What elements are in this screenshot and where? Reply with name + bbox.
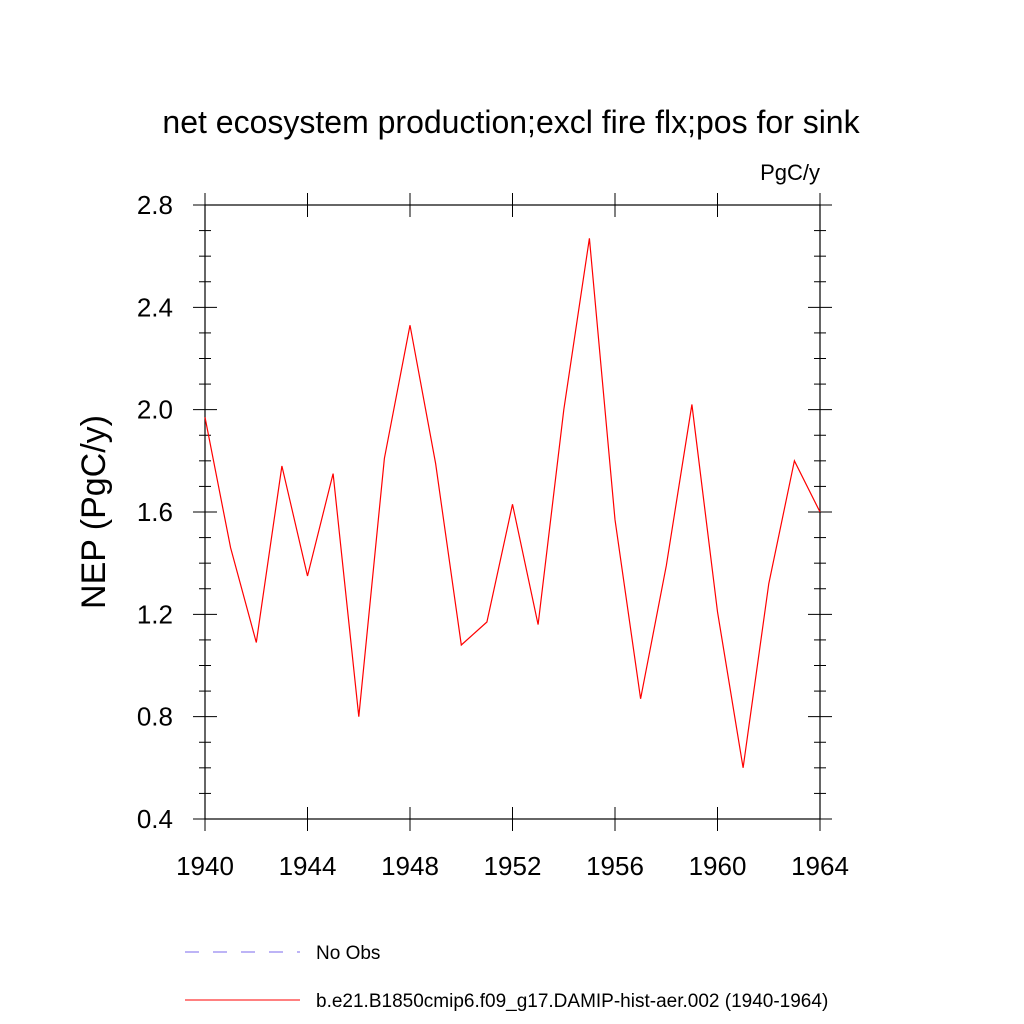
data-point xyxy=(333,473,334,474)
y-tick-label: 1.6 xyxy=(137,497,173,527)
x-tick-label: 1956 xyxy=(586,851,644,881)
data-point xyxy=(281,465,282,466)
data-point xyxy=(384,458,385,459)
y-axis-label: NEP (PgC/y) xyxy=(75,415,113,609)
data-point xyxy=(743,767,744,768)
data-point xyxy=(486,621,487,622)
data-point xyxy=(563,409,564,410)
data-point xyxy=(666,565,667,566)
series-layer xyxy=(204,238,821,768)
data-point xyxy=(640,698,641,699)
axis-ticks: 0.4 0.8 1.2 1.6 2.0 2.4 2.8 1940 1944 1948 1952 195… xyxy=(137,190,849,881)
data-point xyxy=(307,575,308,576)
legend-label: b.e21.B1850cmip6.f09_g17.DAMIP-hist-aer.… xyxy=(316,991,828,1012)
legend-label: No Obs xyxy=(316,943,380,964)
x-tick-label: 1960 xyxy=(689,851,747,881)
data-point xyxy=(256,642,257,643)
y-tick-label: 0.8 xyxy=(137,702,173,732)
y-tick-label: 2.0 xyxy=(137,395,173,425)
data-point xyxy=(768,583,769,584)
data-point xyxy=(358,716,359,717)
data-point xyxy=(819,511,820,512)
plot-frame xyxy=(204,204,821,820)
data-point xyxy=(204,417,205,418)
x-tick-label: 1948 xyxy=(381,851,439,881)
data-point xyxy=(691,404,692,405)
x-tick-label: 1944 xyxy=(279,851,337,881)
data-point xyxy=(435,463,436,464)
x-tick-label: 1940 xyxy=(176,851,234,881)
chart-title: net ecosystem production;excl fire flx;p… xyxy=(162,104,860,140)
data-point xyxy=(794,460,795,461)
data-point xyxy=(589,238,590,239)
y-tick-label: 2.4 xyxy=(137,292,173,322)
data-point xyxy=(538,624,539,625)
y-tick-label: 0.4 xyxy=(137,804,173,834)
x-tick-label: 1964 xyxy=(791,851,849,881)
y-tick-label: 2.8 xyxy=(137,190,173,220)
data-point xyxy=(461,644,462,645)
data-point xyxy=(717,611,718,612)
data-point xyxy=(512,504,513,505)
legend: No Obs b.e21.B1850cmip6.f09_g17.DAMIP-his… xyxy=(185,943,828,1012)
data-point xyxy=(230,547,231,548)
series-line xyxy=(204,238,821,768)
units-label: PgC/y xyxy=(760,160,820,185)
data-point xyxy=(409,325,410,326)
y-tick-label: 1.2 xyxy=(137,599,173,629)
data-point xyxy=(614,519,615,520)
x-tick-label: 1952 xyxy=(484,851,542,881)
